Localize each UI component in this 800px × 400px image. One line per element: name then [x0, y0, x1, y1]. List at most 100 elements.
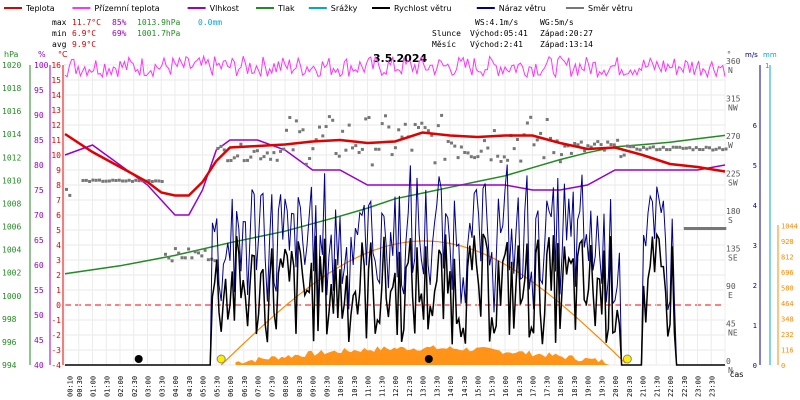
- humidity-tick-label: 40: [34, 361, 44, 370]
- wind-direction-point: [331, 118, 335, 122]
- grid: [64, 64, 726, 366]
- wind-direction-point: [628, 145, 632, 149]
- wind-direction-point: [671, 145, 675, 149]
- wind-direction-point: [308, 157, 312, 160]
- time-tick-label: 16:00: [502, 376, 510, 397]
- temperature-tick-label: 2: [56, 271, 61, 280]
- plot-area: [64, 54, 728, 366]
- wind-direction-point: [704, 145, 708, 149]
- wind-direction-point: [699, 227, 703, 230]
- wind-direction-point: [291, 148, 295, 152]
- wind-direction-point: [560, 153, 563, 157]
- wind-dir-compass-label: S: [728, 216, 733, 225]
- wind-direction-point: [334, 152, 338, 155]
- stat-avg-temp: 9.9°C: [72, 40, 96, 49]
- solar-tick-label: 0: [781, 362, 785, 370]
- wind-dir-tick-label: 180: [726, 207, 741, 216]
- legend-label: Tlak: [277, 4, 295, 13]
- wind-direction-point: [285, 128, 288, 132]
- wind-direction-point: [532, 143, 536, 147]
- wind-direction-point: [593, 142, 596, 146]
- solar-tick-label: 464: [781, 300, 794, 308]
- time-tick-label: 21:30: [653, 376, 661, 397]
- time-tick-label: 20:30: [626, 376, 634, 397]
- moon-set: Západ:13:14: [540, 40, 593, 49]
- time-tick-label: 00:10: [67, 376, 75, 397]
- wind-dir-tick-label: 45: [726, 320, 736, 329]
- wind-direction-point: [117, 178, 121, 182]
- solar-tick-label: 1044: [781, 223, 798, 231]
- wind-direction-point: [723, 227, 727, 230]
- wind-direction-point: [262, 155, 266, 159]
- humidity-tick-label: 100: [34, 61, 49, 70]
- humidity-tick-label: 50: [34, 311, 44, 320]
- stat-max-hum: 85%: [112, 18, 127, 27]
- wind-direction-point: [602, 148, 606, 152]
- wind-direction-point: [609, 143, 613, 147]
- wind-direction-point: [403, 122, 407, 126]
- sun-marker: [216, 354, 226, 364]
- time-tick-label: 08:00: [282, 376, 290, 397]
- wind-direction-point: [698, 148, 702, 151]
- legend-label: Srážky: [331, 4, 358, 13]
- wind-direction-point: [632, 145, 636, 149]
- wind-direction-point: [529, 115, 533, 119]
- wind-direction-point: [658, 147, 662, 151]
- wind-direction-point: [555, 139, 559, 143]
- wind-direction-point: [226, 159, 230, 163]
- ws-value: WS:4.1m/s: [475, 18, 519, 27]
- wind-dir-tick-label: 270: [726, 132, 741, 141]
- wind-direction-point: [107, 179, 111, 183]
- wind-direction-point: [473, 156, 477, 160]
- wind-direction-point: [459, 145, 463, 149]
- wind-direction-point: [114, 179, 118, 182]
- wind-direction-point: [492, 129, 496, 133]
- wind-direction-point: [272, 151, 276, 155]
- wind-direction-point: [222, 148, 226, 152]
- wind-speed-tick-label: 3: [753, 242, 757, 250]
- wind-direction-point: [423, 126, 427, 130]
- wind-direction-point: [552, 151, 556, 155]
- wind-direction-point: [579, 140, 583, 144]
- wind-direction-point: [124, 179, 128, 183]
- sun-marker: [622, 354, 632, 364]
- wind-direction-point: [360, 147, 364, 151]
- stat-min-pres: 1001.7hPa: [137, 29, 181, 38]
- temperature-tick-label: 5: [56, 226, 61, 235]
- temperature-tick-label: -3: [51, 346, 61, 355]
- wind-direction-point: [486, 146, 490, 150]
- time-tick-label: 11:00: [365, 376, 373, 397]
- wind-direction-point: [160, 180, 164, 183]
- wind-direction-point: [187, 247, 191, 251]
- wind-direction-point: [616, 138, 620, 142]
- time-tick-label: 23:00: [695, 376, 703, 397]
- moon-marker: [424, 355, 433, 363]
- wind-direction-point: [94, 178, 98, 182]
- wind-direction-point: [440, 113, 444, 117]
- wind-direction-point: [516, 138, 519, 141]
- wind-direction-point: [708, 146, 711, 150]
- wind-direction-point: [147, 179, 151, 183]
- wind-direction-point: [466, 151, 470, 155]
- wind-direction-point: [502, 155, 506, 159]
- wind-direction-point: [665, 148, 669, 152]
- temperature-tick-label: 6: [56, 211, 61, 220]
- wind-direction-point: [433, 161, 437, 165]
- wind-dir-tick-label: 360: [726, 57, 741, 66]
- pressure-unit: hPa: [4, 50, 19, 59]
- wind-direction-point: [655, 148, 659, 152]
- pressure-tick-label: 1002: [2, 269, 21, 278]
- wind-direction-point: [183, 256, 187, 260]
- wind-direction-point: [410, 148, 414, 152]
- pressure-tick-label: 994: [2, 361, 17, 370]
- wind-direction-point: [426, 129, 430, 133]
- pressure-tick-label: 998: [2, 315, 17, 324]
- axes: 9949969981000100210041006100810101012101…: [2, 57, 798, 397]
- wind-direction-point: [539, 131, 543, 135]
- wind-direction-point: [586, 144, 590, 148]
- wind-direction-point: [206, 258, 210, 262]
- wind-direction-point: [203, 248, 207, 252]
- wind-direction-point: [127, 178, 131, 182]
- wind-direction-point: [638, 148, 642, 152]
